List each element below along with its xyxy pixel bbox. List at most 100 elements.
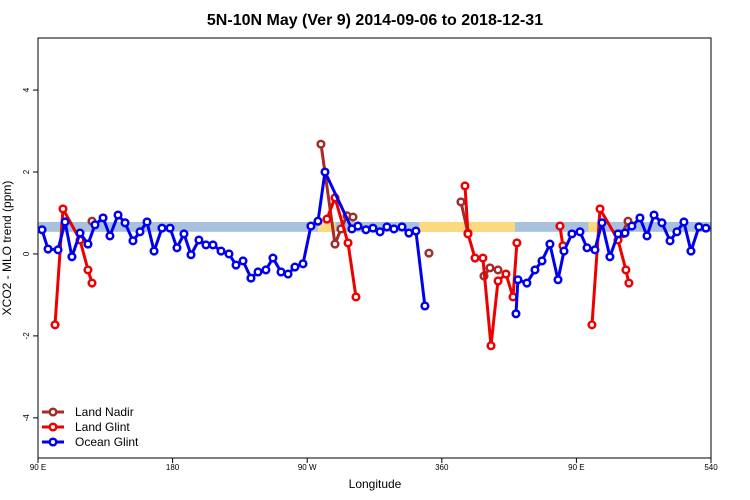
data-point (67, 252, 77, 262)
data-point (348, 212, 358, 222)
data-point (306, 221, 316, 231)
data-point (208, 240, 218, 250)
data-point (60, 217, 70, 227)
data-point (485, 263, 495, 273)
x-tick-label: 180 (166, 463, 180, 472)
data-point (587, 320, 597, 330)
data-point (83, 265, 93, 275)
x-tick-label: 90 E (30, 463, 46, 472)
data-point (493, 265, 503, 275)
data-point (456, 197, 466, 207)
data-point (657, 218, 667, 228)
legend-label: Land Nadir (75, 405, 134, 419)
data-point (50, 320, 60, 330)
data-point (165, 223, 175, 233)
data-point (43, 244, 53, 254)
data-point (582, 243, 592, 253)
data-point (635, 213, 645, 223)
data-point (694, 222, 704, 232)
data-point (261, 265, 271, 275)
data-point (424, 248, 434, 258)
data-point (368, 223, 378, 233)
data-point (316, 139, 326, 149)
x-tick-label: 90 E (568, 463, 584, 472)
data-point (478, 253, 488, 263)
data-point (113, 210, 123, 220)
data-point (322, 214, 332, 224)
data-point (128, 236, 138, 246)
data-point (463, 229, 473, 239)
chart-title: 5N-10N May (Ver 9) 2014-09-06 to 2018-12… (207, 12, 543, 29)
data-point (665, 236, 675, 246)
data-point (313, 216, 323, 226)
data-point (567, 229, 577, 239)
data-point (105, 231, 115, 241)
data-point (58, 204, 68, 214)
data-point (53, 245, 63, 255)
data-point (545, 239, 555, 249)
data-point (320, 167, 330, 177)
data-point (420, 301, 430, 311)
data-point (98, 213, 108, 223)
data-point (238, 256, 248, 266)
data-point (216, 246, 226, 256)
data-point (253, 267, 263, 277)
data-point (486, 341, 496, 351)
y-tick-label: 0 (22, 251, 31, 256)
data-point (142, 217, 152, 227)
x-tick-label: 360 (435, 463, 449, 472)
plot-frame (37, 37, 712, 459)
legend-marker (48, 407, 58, 417)
data-point (501, 269, 511, 279)
data-point (624, 278, 634, 288)
data-point (404, 228, 414, 238)
data-point (382, 222, 392, 232)
data-point (353, 221, 363, 231)
data-point (83, 239, 93, 249)
data-point (522, 278, 532, 288)
data-point (298, 259, 308, 269)
data-point (290, 262, 300, 272)
data-point (605, 252, 615, 262)
data-point (649, 210, 659, 220)
data-point (555, 221, 565, 231)
data-point (37, 225, 47, 235)
data-point (194, 235, 204, 245)
land-band (588, 221, 605, 232)
data-point (679, 217, 689, 227)
data-point (149, 246, 159, 256)
data-point (283, 269, 293, 279)
data-point (620, 228, 630, 238)
series-line (40, 170, 707, 314)
data-point (672, 227, 682, 237)
data-point (397, 222, 407, 232)
data-point (351, 292, 361, 302)
data-point (330, 239, 340, 249)
x-axis-label: Longitude (349, 477, 402, 491)
y-axis-label: XCO2 - MLO trend (ppm) (0, 181, 14, 316)
data-point (186, 250, 196, 260)
data-point (87, 278, 97, 288)
data-point (276, 267, 286, 277)
data-point (530, 265, 540, 275)
data-point (553, 275, 563, 285)
data-point (179, 229, 189, 239)
data-point (201, 240, 211, 250)
legend-label: Land Glint (75, 420, 130, 434)
data-point (597, 218, 607, 228)
data-point (537, 256, 547, 266)
data-point (621, 265, 631, 275)
data-point (135, 227, 145, 237)
legend-marker (48, 422, 58, 432)
data-point (590, 245, 600, 255)
data-point (75, 228, 85, 238)
data-point (361, 225, 371, 235)
data-point (90, 220, 100, 230)
data-point (701, 223, 711, 233)
x-tick-label: 90 W (298, 463, 317, 472)
y-tick-label: -2 (22, 332, 31, 340)
data-point (513, 275, 523, 285)
data-point (613, 229, 623, 239)
